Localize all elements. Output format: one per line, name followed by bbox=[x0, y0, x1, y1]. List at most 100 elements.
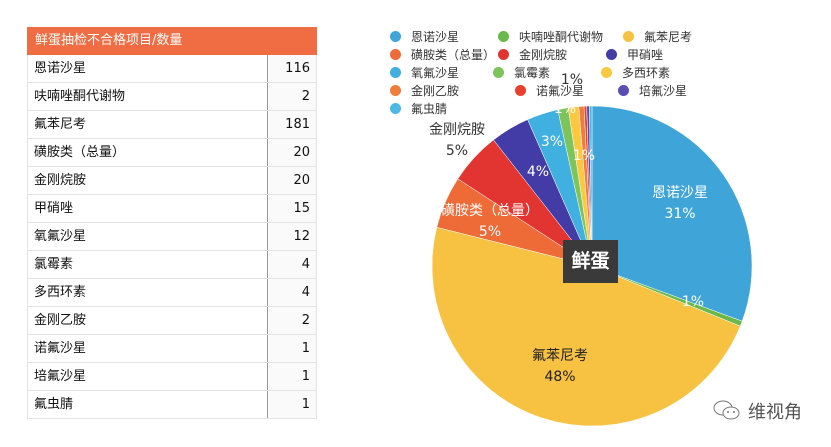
legend-swatch bbox=[493, 66, 504, 78]
table-row: 氟虫腈 1 bbox=[27, 391, 317, 419]
row-name: 恩诺沙星 bbox=[27, 55, 267, 82]
row-name: 多西环素 bbox=[27, 279, 267, 306]
legend-label: 诺氟沙星 bbox=[536, 83, 585, 98]
table-header: 鲜蛋抽检不合格项目/数量 bbox=[27, 27, 317, 55]
row-value: 181 bbox=[267, 111, 317, 138]
legend-swatch bbox=[390, 66, 401, 78]
legend-label: 氟虫腈 bbox=[411, 101, 448, 116]
row-value: 4 bbox=[267, 251, 317, 278]
legend-label: 多西环素 bbox=[622, 65, 671, 80]
percent-label: 4% bbox=[527, 164, 549, 180]
pie-slice[interactable] bbox=[431, 226, 741, 427]
row-name: 磺胺类（总量） bbox=[27, 139, 267, 166]
wechat-icon bbox=[713, 400, 740, 420]
data-table: 鲜蛋抽检不合格项目/数量 恩诺沙星 116 呋喃唑酮代谢物 2 氟苯尼考 181 磺胺类（总… bbox=[27, 27, 317, 419]
row-value: 1 bbox=[267, 363, 317, 390]
percent-label: 1% bbox=[682, 294, 704, 310]
row-value: 1 bbox=[267, 335, 317, 362]
table-row: 磺胺类（总量） 20 bbox=[27, 139, 317, 167]
row-name: 甲硝唑 bbox=[27, 195, 267, 222]
legend-item[interactable]: 恩诺沙星 bbox=[390, 27, 498, 45]
center-label: 鲜蛋 bbox=[563, 240, 618, 283]
legend-item[interactable]: 甲硝唑 bbox=[606, 45, 731, 63]
legend-label: 磺胺类（总量） bbox=[411, 47, 496, 62]
legend-item[interactable]: 氟苯尼考 bbox=[623, 27, 726, 45]
legend-swatch bbox=[618, 84, 629, 96]
row-value: 20 bbox=[267, 167, 317, 194]
row-value: 2 bbox=[267, 83, 317, 110]
legend-swatch bbox=[498, 30, 509, 42]
legend-item[interactable]: 磺胺类（总量） bbox=[390, 45, 498, 63]
table-row: 呋喃唑酮代谢物 2 bbox=[27, 83, 317, 111]
row-name: 氟苯尼考 bbox=[27, 111, 267, 138]
legend-label: 氟苯尼考 bbox=[644, 29, 693, 44]
legend-swatch bbox=[623, 30, 634, 42]
legend-item[interactable]: 金刚乙胺 bbox=[390, 81, 515, 99]
data-label: 金刚烷胺 bbox=[429, 122, 485, 138]
row-name: 呋喃唑酮代谢物 bbox=[27, 83, 267, 110]
legend-label: 氧氟沙星 bbox=[411, 65, 460, 80]
legend-item[interactable]: 氧氟沙星 bbox=[390, 63, 493, 81]
legend-swatch bbox=[498, 48, 509, 60]
table-row: 诺氟沙星 1 bbox=[27, 335, 317, 363]
row-name: 诺氟沙星 bbox=[27, 335, 267, 362]
percent-label: 48% bbox=[544, 369, 575, 385]
legend-label: 呋喃唑酮代谢物 bbox=[519, 29, 604, 44]
legend-item[interactable]: 金刚烷胺 bbox=[498, 45, 606, 63]
pie-slice[interactable] bbox=[591, 105, 753, 322]
legend-swatch bbox=[601, 66, 612, 78]
data-label: 磺胺类（总量） bbox=[441, 203, 539, 219]
pie-slice[interactable] bbox=[589, 105, 593, 267]
legend-swatch bbox=[390, 48, 401, 60]
legend-item[interactable]: 多西环素 bbox=[601, 63, 709, 81]
legend-item[interactable]: 呋喃唑酮代谢物 bbox=[498, 27, 623, 45]
legend-label: 培氟沙星 bbox=[639, 83, 688, 98]
chart-legend: 恩诺沙星 呋喃唑酮代谢物 氟苯尼考磺胺类（总量） 金刚烷胺 甲硝唑氧氟沙星 氯霉素 多西环素… bbox=[390, 27, 820, 117]
table-row: 氟苯尼考 181 bbox=[27, 111, 317, 139]
table-row: 培氟沙星 1 bbox=[27, 363, 317, 391]
table-row: 氯霉素 4 bbox=[27, 251, 317, 279]
legend-swatch bbox=[515, 84, 526, 96]
table-row: 多西环素 4 bbox=[27, 279, 317, 307]
legend-item[interactable]: 培氟沙星 bbox=[618, 81, 726, 99]
row-name: 氧氟沙星 bbox=[27, 223, 267, 250]
table-row: 甲硝唑 15 bbox=[27, 195, 317, 223]
watermark: 维视角 bbox=[712, 398, 802, 424]
legend-label: 金刚乙胺 bbox=[411, 83, 460, 98]
row-value: 4 bbox=[267, 279, 317, 306]
legend-swatch bbox=[390, 102, 401, 114]
percent-label: 1% bbox=[554, 101, 576, 117]
percent-label: 3% bbox=[541, 134, 563, 150]
percent-label: 1% bbox=[573, 148, 595, 164]
legend-item[interactable]: 氯霉素 bbox=[493, 63, 601, 81]
legend-item[interactable]: 诺氟沙星 bbox=[515, 81, 618, 99]
table-row: 金刚烷胺 20 bbox=[27, 167, 317, 195]
legend-label: 氯霉素 bbox=[514, 65, 551, 80]
row-value: 12 bbox=[267, 223, 317, 250]
table-row: 恩诺沙星 116 bbox=[27, 55, 317, 83]
percent-label: 1% bbox=[561, 72, 583, 88]
legend-item[interactable]: 氟虫腈 bbox=[390, 99, 498, 117]
row-name: 氯霉素 bbox=[27, 251, 267, 278]
legend-swatch bbox=[606, 48, 617, 60]
row-value: 116 bbox=[267, 55, 317, 82]
row-value: 2 bbox=[267, 307, 317, 334]
row-name: 氟虫腈 bbox=[27, 391, 267, 418]
data-label: 恩诺沙星 bbox=[652, 185, 708, 201]
row-name: 金刚烷胺 bbox=[27, 167, 267, 194]
data-label: 氟苯尼考 bbox=[532, 347, 588, 364]
row-value: 15 bbox=[267, 195, 317, 222]
percent-label: 31% bbox=[664, 206, 695, 222]
row-name: 培氟沙星 bbox=[27, 363, 267, 390]
table-row: 金刚乙胺 2 bbox=[27, 307, 317, 335]
table-row: 氧氟沙星 12 bbox=[27, 223, 317, 251]
watermark-text: 维视角 bbox=[748, 402, 802, 423]
percent-label: 5% bbox=[446, 143, 468, 159]
row-value: 20 bbox=[267, 139, 317, 166]
row-name: 金刚乙胺 bbox=[27, 307, 267, 334]
legend-label: 甲硝唑 bbox=[627, 47, 664, 62]
legend-swatch bbox=[390, 84, 401, 96]
legend-swatch bbox=[390, 30, 401, 42]
